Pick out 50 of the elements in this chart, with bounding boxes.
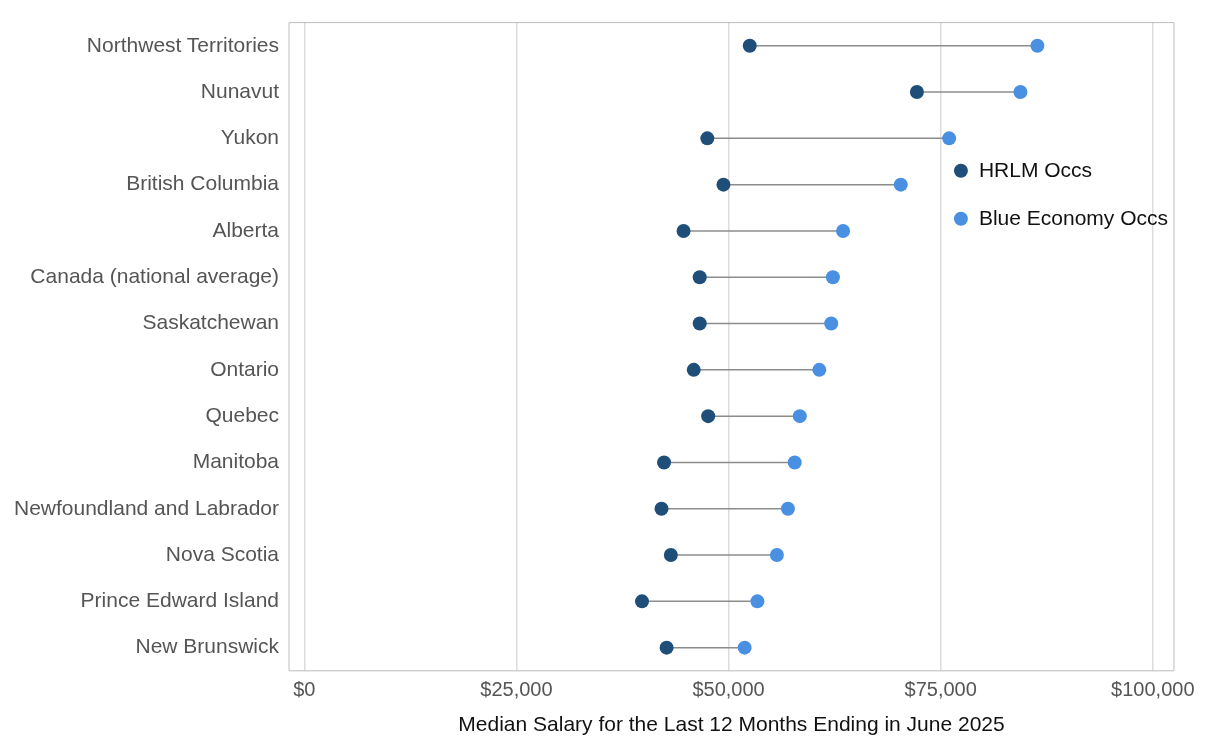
- legend-label: Blue Economy Occs: [978, 205, 1169, 229]
- y-tick-label: Canada (national average): [30, 264, 280, 288]
- point: [769, 548, 784, 563]
- x-tick-label: $50,000: [692, 678, 765, 701]
- y-tick-label: Northwest Territories: [86, 32, 280, 56]
- point: [716, 177, 731, 192]
- legend-label: HRLM Occs: [978, 157, 1093, 181]
- point: [657, 455, 672, 470]
- y-tick-label: Ontario: [210, 356, 280, 380]
- point: [737, 640, 752, 655]
- y-tick-label: Saskatchewan: [142, 310, 280, 334]
- point: [750, 594, 765, 609]
- point: [742, 38, 757, 53]
- y-tick-label: Manitoba: [192, 449, 280, 473]
- point: [1030, 38, 1045, 53]
- point: [825, 270, 840, 285]
- y-tick-label: British Columbia: [126, 171, 280, 195]
- point: [780, 501, 795, 516]
- point: [824, 316, 839, 331]
- x-axis-title: Median Salary for the Last 12 Months Ending in June 2025: [458, 712, 1005, 736]
- y-tick-label: Nunavut: [200, 78, 280, 102]
- point: [663, 548, 678, 563]
- x-tick-label: $75,000: [904, 678, 977, 701]
- point: [836, 223, 851, 238]
- point: [942, 131, 957, 146]
- point: [659, 640, 674, 655]
- point: [909, 85, 924, 100]
- point: [676, 223, 691, 238]
- x-tick-label: $25,000: [480, 678, 553, 701]
- point: [654, 501, 669, 516]
- point: [792, 409, 807, 424]
- y-tick-label: Prince Edward Island: [80, 588, 280, 612]
- point: [893, 177, 908, 192]
- point: [701, 409, 716, 424]
- y-tick-label: Nova Scotia: [165, 541, 280, 565]
- y-tick-label: Newfoundland and Labrador: [13, 495, 280, 519]
- point: [700, 131, 715, 146]
- y-tick-label: Yukon: [220, 125, 280, 149]
- point: [686, 362, 701, 377]
- point: [787, 455, 802, 470]
- x-tick-label: $100,000: [1111, 678, 1195, 701]
- y-tick-label: Alberta: [212, 217, 280, 241]
- point: [812, 362, 827, 377]
- x-tick-label: $0: [293, 678, 316, 701]
- y-tick-label: New Brunswick: [135, 634, 280, 658]
- point: [692, 316, 707, 331]
- point: [692, 270, 707, 285]
- point: [635, 594, 649, 609]
- point: [1013, 85, 1028, 100]
- y-tick-label: Quebec: [205, 402, 280, 426]
